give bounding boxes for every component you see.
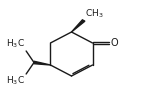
Text: CH$_3$: CH$_3$ — [85, 7, 103, 20]
Polygon shape — [72, 20, 85, 32]
Text: H$_3$C: H$_3$C — [6, 74, 25, 87]
Polygon shape — [34, 61, 50, 65]
Text: O: O — [110, 38, 118, 48]
Text: H$_3$C: H$_3$C — [6, 38, 25, 50]
